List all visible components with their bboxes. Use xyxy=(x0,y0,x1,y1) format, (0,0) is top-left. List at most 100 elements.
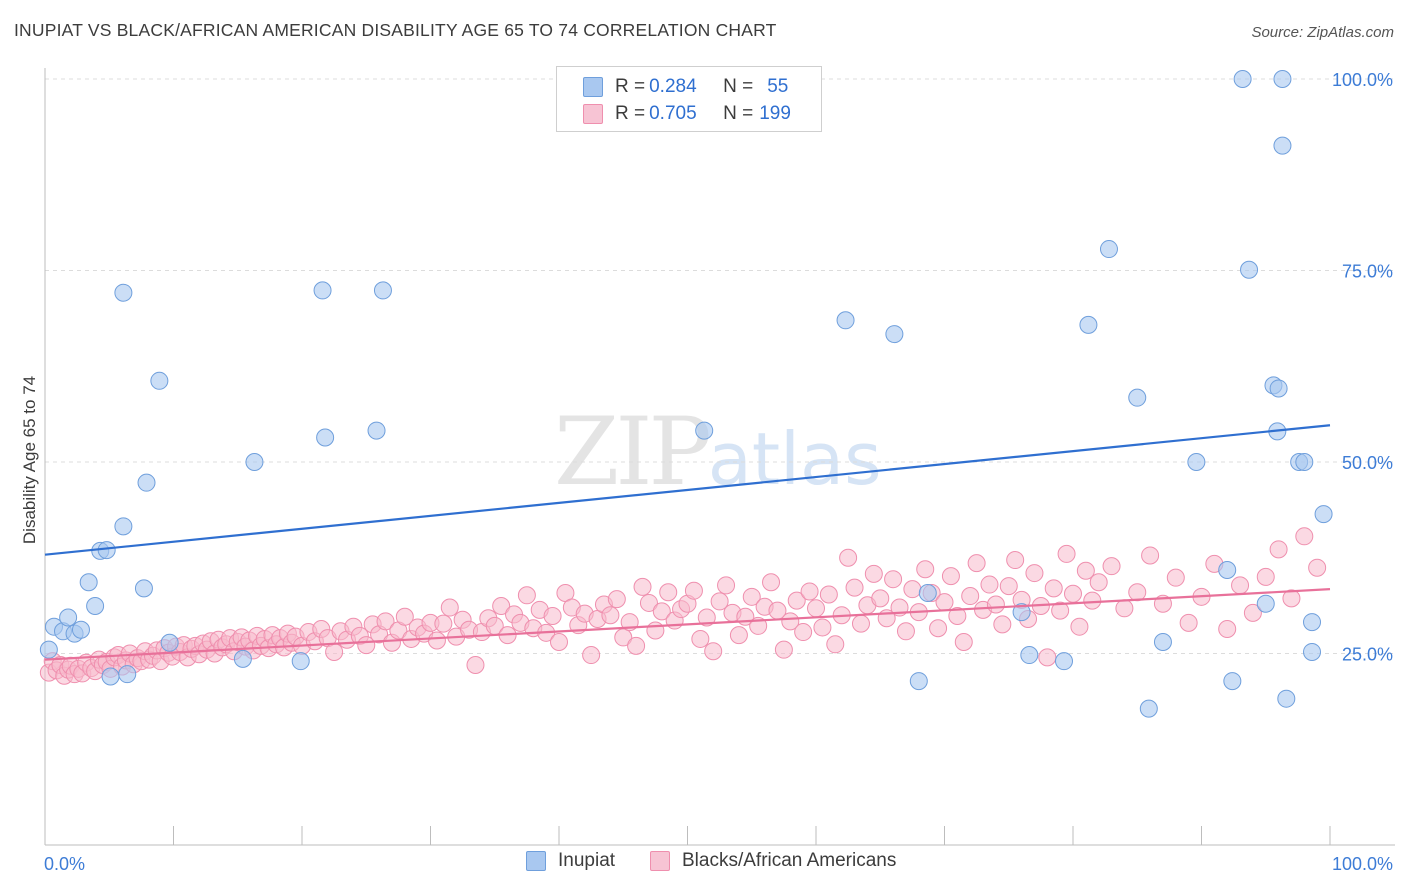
black-point xyxy=(1269,540,1288,559)
black-point xyxy=(325,642,344,661)
black-point xyxy=(1051,601,1070,620)
inupiat-point xyxy=(1303,642,1322,661)
inupiat-point xyxy=(1233,70,1252,88)
inupiat-point xyxy=(71,620,90,639)
black-point xyxy=(813,618,832,637)
inupiat-point xyxy=(1012,603,1031,622)
y-tick-label: 75.0% xyxy=(1342,262,1393,282)
black-point xyxy=(659,583,678,602)
black-point xyxy=(896,622,915,641)
black-point xyxy=(871,589,890,608)
inupiat-point xyxy=(86,597,105,616)
black-point xyxy=(864,564,883,583)
inupiat-point xyxy=(39,640,58,659)
black-point xyxy=(986,595,1005,614)
inupiat-point xyxy=(836,311,855,330)
legend-n-value: 199 xyxy=(759,103,791,124)
black-point xyxy=(517,586,536,605)
black-point xyxy=(543,606,562,625)
legend-row-black: R = 0.705 N = 199 xyxy=(583,102,791,126)
black-point xyxy=(826,635,845,654)
x-tick-label: 100.0% xyxy=(1332,854,1393,874)
inupiat-point xyxy=(160,633,179,652)
black-point xyxy=(627,636,646,655)
black-point xyxy=(582,646,601,665)
y-tick-label: 50.0% xyxy=(1342,453,1393,473)
black-point xyxy=(774,640,793,659)
black-point xyxy=(1038,648,1057,667)
y-axis-label: Disability Age 65 to 74 xyxy=(20,375,39,545)
inupiat-point xyxy=(885,325,904,344)
black-point xyxy=(967,554,986,573)
black-point xyxy=(717,576,736,595)
inupiat-point xyxy=(150,371,169,390)
black-swatch xyxy=(650,851,670,871)
black-point xyxy=(1076,561,1095,580)
black-point xyxy=(781,612,800,631)
black-point xyxy=(684,581,703,600)
black-point xyxy=(1025,564,1044,583)
black-point xyxy=(941,567,960,586)
watermark-atlas: atlas xyxy=(707,417,882,501)
black-point xyxy=(652,602,671,621)
black-point xyxy=(1308,558,1327,577)
y-tick-label: 25.0% xyxy=(1342,645,1393,665)
black-point xyxy=(903,580,922,599)
inupiat-point xyxy=(1223,672,1242,691)
inupiat-swatch xyxy=(526,851,546,871)
inupiat-point xyxy=(79,573,98,592)
black-point xyxy=(633,577,652,596)
black-point xyxy=(929,619,948,638)
black-point xyxy=(691,629,710,648)
black-point xyxy=(839,548,858,567)
inupiat-point xyxy=(114,517,133,536)
black-point xyxy=(935,593,954,612)
black-point xyxy=(1243,603,1262,622)
black-point xyxy=(434,614,453,633)
black-point xyxy=(1064,584,1082,603)
black-point xyxy=(993,615,1012,634)
y-tick-label: 100.0% xyxy=(1332,70,1393,90)
legend-r-label: R = xyxy=(615,103,646,124)
black-point xyxy=(1083,591,1102,610)
black-point xyxy=(845,578,864,597)
black-point xyxy=(1179,613,1198,632)
black-point xyxy=(1295,527,1314,546)
inupiat-point xyxy=(1218,561,1237,580)
inupiat-point xyxy=(316,428,335,447)
inupiat-point xyxy=(59,608,78,627)
black-point xyxy=(1115,599,1134,618)
inupiat-point xyxy=(1269,379,1288,398)
inupiat-point xyxy=(137,473,156,492)
legend-n-label: N = xyxy=(723,76,754,97)
inupiat-point xyxy=(1139,699,1158,718)
inupiat-point xyxy=(114,283,133,302)
black-point xyxy=(980,575,999,594)
inupiat-point xyxy=(118,665,137,684)
black-point xyxy=(999,577,1018,596)
legend-r-value: 0.284 xyxy=(649,76,697,97)
black-point xyxy=(1128,583,1147,602)
inupiat-point xyxy=(1128,388,1147,407)
black-point xyxy=(800,582,819,601)
black-point xyxy=(710,592,729,611)
black-point xyxy=(742,587,761,606)
inupiat-point xyxy=(1295,453,1314,471)
black-point xyxy=(1070,617,1089,636)
black-point xyxy=(794,623,813,642)
bottom-legend-black: Blacks/African Americans xyxy=(650,850,896,872)
inupiat-point xyxy=(1099,240,1118,259)
black-point xyxy=(729,626,748,645)
inupiat-point xyxy=(313,281,332,300)
black-point xyxy=(807,599,825,618)
inupiat-point xyxy=(1277,689,1296,708)
inupiat-point xyxy=(373,281,392,300)
black-point xyxy=(1057,544,1076,563)
black-point xyxy=(1006,551,1025,570)
black-point xyxy=(762,573,781,592)
black-point xyxy=(916,560,935,579)
inupiat-point xyxy=(1273,70,1292,88)
black-point xyxy=(1218,619,1237,638)
inupiat-point xyxy=(245,453,264,471)
